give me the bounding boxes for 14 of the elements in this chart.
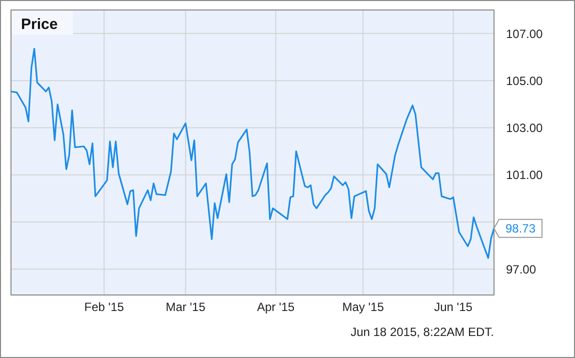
x-tick-label: Apr '15	[256, 300, 295, 314]
chart-title: Price	[21, 16, 58, 33]
y-tick-label: 105.00	[506, 74, 544, 88]
y-tick-label: 103.00	[506, 120, 544, 135]
x-tick-label: Mar '15	[166, 300, 206, 314]
x-tick-label: May '15	[342, 300, 384, 314]
x-tick-label: Jun '15	[434, 300, 473, 314]
line-series	[11, 48, 494, 259]
text: Jun 18 2015, 8:22AM EDT.	[350, 325, 494, 339]
y-tick-label: 107.00	[506, 26, 544, 41]
y-tick-label: 101.00	[506, 168, 544, 182]
y-tick-label: 97.00	[506, 262, 536, 276]
annotation: 98.73	[505, 222, 536, 236]
x-tick-label: Feb '15	[84, 300, 124, 314]
